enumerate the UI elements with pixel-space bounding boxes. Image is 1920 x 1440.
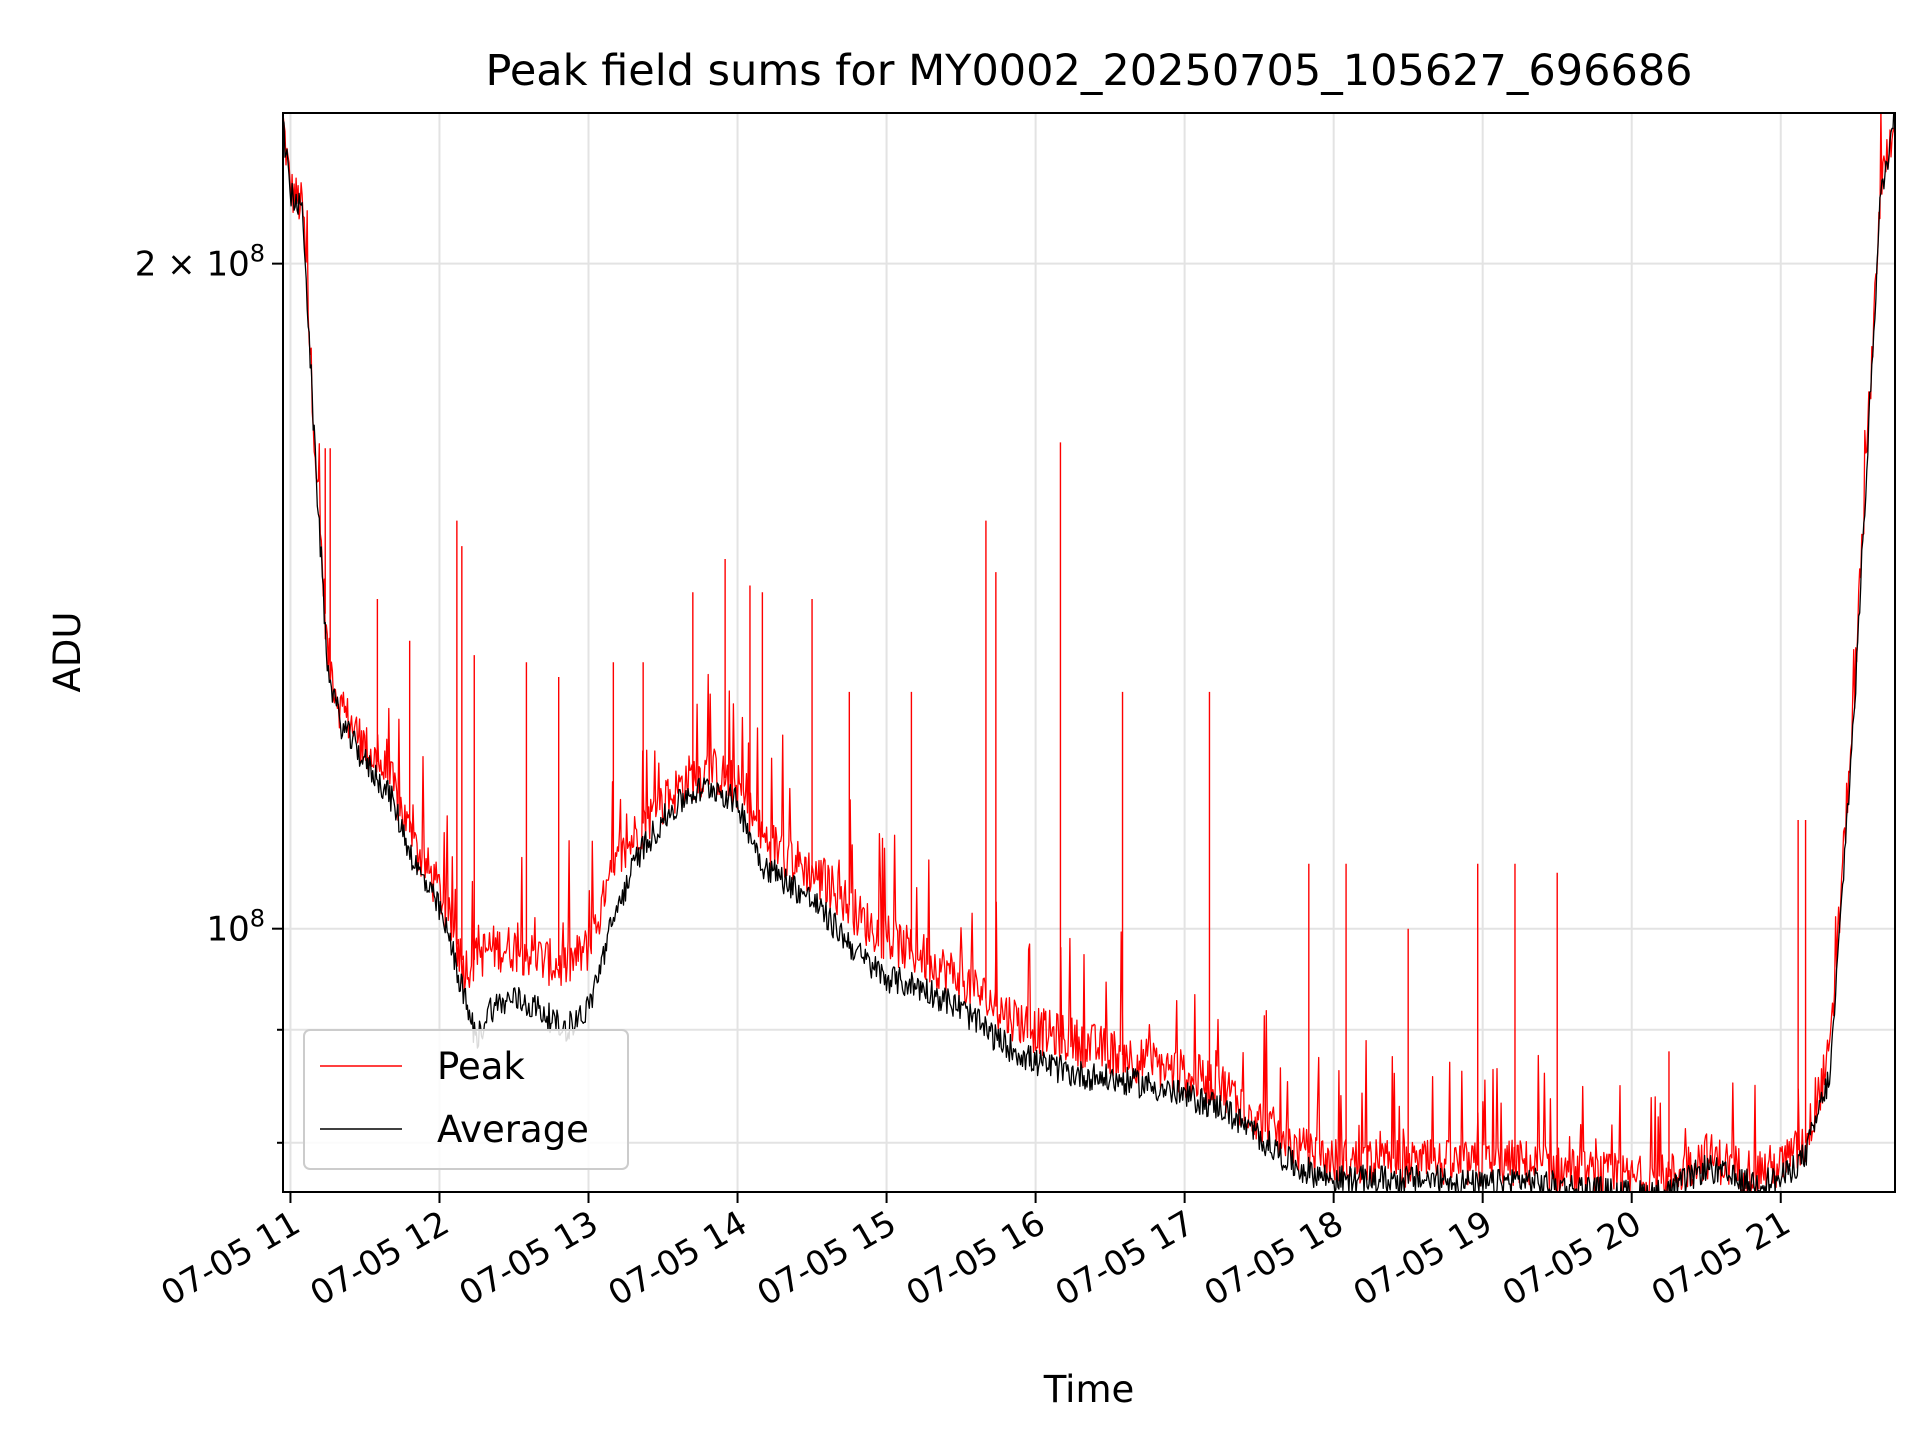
y-axis: 108 2 × 108	[135, 240, 283, 1144]
series-layer	[283, 113, 1895, 1192]
x-axis-label: Time	[1043, 1368, 1135, 1411]
legend-label-average: Average	[437, 1108, 589, 1151]
series-line-peak	[283, 113, 1895, 1192]
grid-layer	[283, 113, 1895, 1192]
chart-title: Peak field sums for MY0002_20250705_1056…	[485, 46, 1692, 96]
series-line-average	[283, 113, 1895, 1192]
legend-label-peak: Peak	[437, 1045, 525, 1088]
plot-frame	[282, 112, 1896, 1193]
y-axis-label: ADU	[46, 612, 89, 693]
legend: Peak Average	[303, 1029, 629, 1170]
legend-box	[303, 1029, 629, 1170]
y-tick-label: 108	[206, 905, 265, 950]
y-tick-label: 2 × 108	[135, 240, 265, 285]
